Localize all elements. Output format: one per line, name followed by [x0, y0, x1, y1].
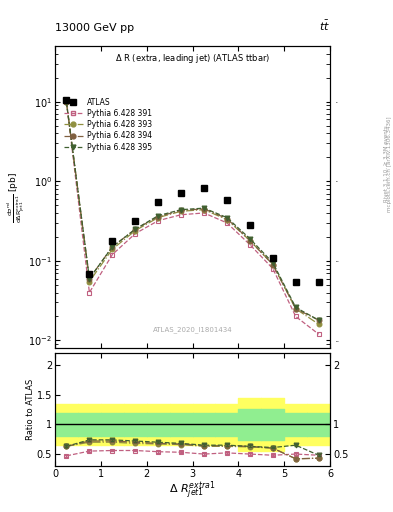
Pythia 6.428 395 [270, 260, 275, 266]
Pythia 6.428 393 [64, 99, 69, 105]
ATLAS [64, 97, 69, 103]
Pythia 6.428 391 [270, 266, 275, 272]
ATLAS [179, 189, 184, 196]
Pythia 6.428 391 [87, 289, 92, 295]
Pythia 6.428 394 [248, 238, 252, 244]
Line: Pythia 6.428 393: Pythia 6.428 393 [64, 100, 321, 327]
Line: Pythia 6.428 391: Pythia 6.428 391 [64, 100, 321, 336]
Pythia 6.428 394 [270, 262, 275, 268]
ATLAS [110, 238, 115, 244]
Pythia 6.428 391 [316, 331, 321, 337]
ATLAS [248, 222, 252, 228]
Pythia 6.428 393 [202, 206, 206, 212]
ATLAS [156, 199, 161, 205]
Pythia 6.428 391 [133, 230, 138, 237]
ATLAS [225, 197, 230, 203]
Pythia 6.428 393 [133, 227, 138, 233]
Pythia 6.428 391 [64, 99, 69, 105]
Text: $t\bar{t}$: $t\bar{t}$ [319, 19, 330, 33]
Pythia 6.428 391 [179, 211, 184, 218]
Pythia 6.428 391 [156, 218, 161, 224]
Pythia 6.428 395 [225, 215, 230, 221]
Line: ATLAS: ATLAS [63, 97, 322, 285]
ATLAS [133, 218, 138, 224]
Legend: ATLAS, Pythia 6.428 391, Pythia 6.428 393, Pythia 6.428 394, Pythia 6.428 395: ATLAS, Pythia 6.428 391, Pythia 6.428 39… [62, 95, 154, 154]
Text: mcplots.cern.ch [arXiv:1306.3436]: mcplots.cern.ch [arXiv:1306.3436] [387, 116, 392, 211]
Pythia 6.428 393 [179, 208, 184, 215]
ATLAS [202, 185, 206, 191]
Pythia 6.428 394 [133, 226, 138, 232]
Pythia 6.428 395 [64, 99, 69, 105]
Line: Pythia 6.428 394: Pythia 6.428 394 [64, 100, 321, 323]
Text: ATLAS_2020_I1801434: ATLAS_2020_I1801434 [153, 326, 232, 333]
Pythia 6.428 394 [64, 99, 69, 105]
Y-axis label: $\mathregular{\frac{d\sigma^{nd}}{d\Delta R_{jet1}^{extra1}}}$ [pb]: $\mathregular{\frac{d\sigma^{nd}}{d\Delt… [6, 172, 27, 223]
ATLAS [87, 271, 92, 278]
Pythia 6.428 395 [293, 304, 298, 310]
Pythia 6.428 394 [225, 216, 230, 222]
Line: Pythia 6.428 395: Pythia 6.428 395 [64, 100, 321, 323]
Pythia 6.428 395 [316, 317, 321, 323]
Pythia 6.428 393 [248, 238, 252, 244]
ATLAS [316, 279, 321, 285]
Pythia 6.428 393 [270, 262, 275, 268]
Text: $\Delta$ R (extra, leading jet) (ATLAS ttbar): $\Delta$ R (extra, leading jet) (ATLAS t… [115, 52, 270, 65]
Pythia 6.428 393 [87, 279, 92, 285]
Text: 13000 GeV pp: 13000 GeV pp [55, 23, 134, 33]
Pythia 6.428 391 [225, 220, 230, 226]
Pythia 6.428 391 [248, 242, 252, 248]
Pythia 6.428 395 [202, 205, 206, 211]
Pythia 6.428 395 [179, 206, 184, 212]
Pythia 6.428 395 [156, 212, 161, 219]
Pythia 6.428 393 [293, 306, 298, 312]
Pythia 6.428 393 [110, 246, 115, 252]
Pythia 6.428 394 [316, 317, 321, 323]
Pythia 6.428 391 [202, 210, 206, 216]
Pythia 6.428 395 [110, 244, 115, 250]
ATLAS [293, 279, 298, 285]
Pythia 6.428 393 [316, 321, 321, 327]
Pythia 6.428 394 [202, 206, 206, 212]
Pythia 6.428 394 [179, 207, 184, 214]
Pythia 6.428 394 [156, 214, 161, 220]
Pythia 6.428 395 [87, 275, 92, 282]
Pythia 6.428 394 [110, 244, 115, 250]
Y-axis label: Ratio to ATLAS: Ratio to ATLAS [26, 379, 35, 440]
Pythia 6.428 394 [293, 306, 298, 312]
Pythia 6.428 391 [110, 251, 115, 258]
ATLAS [270, 254, 275, 261]
X-axis label: $\Delta\ R_{jet1}^{extra1}$: $\Delta\ R_{jet1}^{extra1}$ [169, 480, 216, 502]
Text: Rivet 3.1.10, ≥ 3.3M events: Rivet 3.1.10, ≥ 3.3M events [383, 125, 388, 202]
Pythia 6.428 391 [293, 313, 298, 319]
Pythia 6.428 395 [248, 236, 252, 242]
Pythia 6.428 393 [225, 217, 230, 223]
Pythia 6.428 394 [87, 275, 92, 282]
Pythia 6.428 395 [133, 226, 138, 232]
Pythia 6.428 393 [156, 215, 161, 221]
